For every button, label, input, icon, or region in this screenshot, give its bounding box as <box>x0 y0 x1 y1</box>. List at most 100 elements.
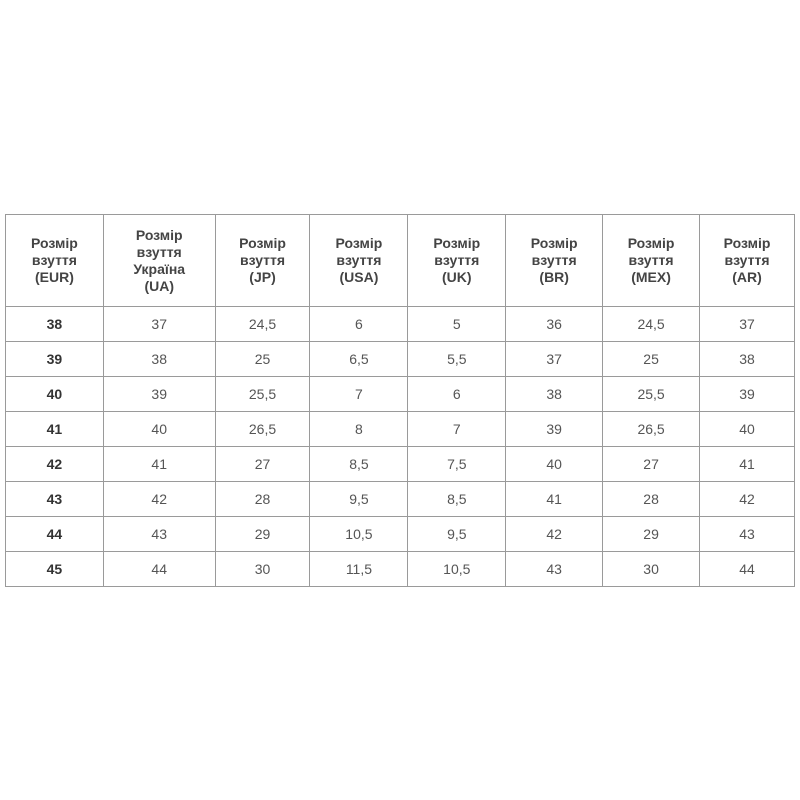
table-row: 44 43 29 10,5 9,5 42 29 43 <box>5 516 795 552</box>
table-cell: 9,5 <box>407 516 507 552</box>
column-header: Розмір взуття (MEX) <box>602 214 701 307</box>
column-header: Розмір взуття (UK) <box>407 214 507 307</box>
table-cell: 39 <box>699 376 795 412</box>
column-header-line: Розмір <box>335 235 383 251</box>
table-cell: 29 <box>214 516 311 552</box>
table-cell: 10,5 <box>407 551 507 587</box>
table-cell: 5 <box>407 306 507 342</box>
table-cell: 37 <box>505 341 604 377</box>
table-cell: 42 <box>5 446 104 482</box>
table-cell: 28 <box>214 481 311 517</box>
table-row: 40 39 25,5 7 6 38 25,5 39 <box>5 376 795 412</box>
table-cell: 9,5 <box>309 481 409 517</box>
column-header-line: (BR) <box>539 269 569 285</box>
table-cell: 38 <box>102 341 216 377</box>
table-cell: 11,5 <box>309 551 409 587</box>
shoe-size-table: Розмір взуття (EUR) Розмір взуття Україна (UA)… <box>5 214 795 587</box>
column-header: Розмір взуття (AR) <box>699 214 795 307</box>
table-cell: 25,5 <box>602 376 701 412</box>
table-cell: 44 <box>102 551 216 587</box>
table-cell: 41 <box>505 481 604 517</box>
column-header-line: (JP) <box>249 269 276 285</box>
table-cell: 6,5 <box>309 341 409 377</box>
column-header-line: взуття <box>628 252 674 268</box>
column-header-line: (AR) <box>732 269 762 285</box>
column-header-line: взуття <box>531 252 577 268</box>
column-header-line: взуття <box>336 252 382 268</box>
table-cell: 24,5 <box>214 306 311 342</box>
column-header-line: (UA) <box>144 277 174 294</box>
table-cell: 25 <box>214 341 311 377</box>
table-cell: 40 <box>699 411 795 447</box>
table-cell: 8 <box>309 411 409 447</box>
table-cell: 43 <box>5 481 104 517</box>
table-cell: 6 <box>407 376 507 412</box>
column-header: Розмір взуття Україна (UA) <box>102 214 216 307</box>
header-row: Розмір взуття (EUR) Розмір взуття Україна (UA)… <box>5 214 795 307</box>
table-cell: 39 <box>505 411 604 447</box>
table-cell: 42 <box>505 516 604 552</box>
column-header-line: взуття <box>724 252 770 268</box>
column-header-line: Розмір <box>433 235 481 251</box>
column-header-line: Розмір <box>31 235 78 251</box>
table-row: 38 37 24,5 6 5 36 24,5 37 <box>5 306 795 342</box>
column-header: Розмір взуття (EUR) <box>5 214 104 307</box>
table-cell: 29 <box>602 516 701 552</box>
table-cell: 27 <box>214 446 311 482</box>
column-header-line: Україна <box>133 260 186 277</box>
table-cell: 25,5 <box>214 376 311 412</box>
column-header-line: Розмір <box>530 235 578 251</box>
table-cell: 38 <box>699 341 795 377</box>
column-header: Розмір взуття (JP) <box>214 214 311 307</box>
table-cell: 30 <box>602 551 701 587</box>
column-header-line: Розмір <box>239 235 286 251</box>
table-cell: 39 <box>5 341 104 377</box>
column-header-line: (MEX) <box>631 269 671 285</box>
table-cell: 38 <box>5 306 104 342</box>
table-cell: 24,5 <box>602 306 701 342</box>
table-cell: 39 <box>102 376 216 412</box>
table-cell: 40 <box>505 446 604 482</box>
table-cell: 10,5 <box>309 516 409 552</box>
table-cell: 42 <box>699 481 795 517</box>
table-cell: 42 <box>102 481 216 517</box>
table-row: 41 40 26,5 8 7 39 26,5 40 <box>5 411 795 447</box>
table-row: 43 42 28 9,5 8,5 41 28 42 <box>5 481 795 517</box>
table-cell: 44 <box>5 516 104 552</box>
table-cell: 7 <box>407 411 507 447</box>
table-cell: 27 <box>602 446 701 482</box>
table-cell: 36 <box>505 306 604 342</box>
column-header-line: взуття <box>239 252 286 268</box>
column-header-line: (UK) <box>442 269 472 285</box>
column-header: Розмір взуття (BR) <box>505 214 604 307</box>
table-row: 39 38 25 6,5 5,5 37 25 38 <box>5 341 795 377</box>
table-cell: 5,5 <box>407 341 507 377</box>
table-cell: 6 <box>309 306 409 342</box>
table-cell: 7,5 <box>407 446 507 482</box>
table-cell: 38 <box>505 376 604 412</box>
column-header-line: взуття <box>31 252 77 268</box>
column-header-line: (USA) <box>339 269 379 285</box>
table-row: 42 41 27 8,5 7,5 40 27 41 <box>5 446 795 482</box>
column-header: Розмір взуття (USA) <box>309 214 409 307</box>
table-row: 45 44 30 11,5 10,5 43 30 44 <box>5 551 795 587</box>
table-cell: 44 <box>699 551 795 587</box>
table-cell: 7 <box>309 376 409 412</box>
column-header-line: Розмір <box>723 235 771 251</box>
table-cell: 37 <box>699 306 795 342</box>
table-cell: 41 <box>699 446 795 482</box>
table-cell: 30 <box>214 551 311 587</box>
column-header-line: взуття <box>136 243 182 260</box>
table-cell: 41 <box>5 411 104 447</box>
table-cell: 28 <box>602 481 701 517</box>
table-cell: 8,5 <box>309 446 409 482</box>
table-cell: 26,5 <box>214 411 311 447</box>
table-cell: 40 <box>102 411 216 447</box>
table-cell: 43 <box>699 516 795 552</box>
table-cell: 43 <box>102 516 216 552</box>
column-header-line: взуття <box>434 252 480 268</box>
table-cell: 8,5 <box>407 481 507 517</box>
table-cell: 25 <box>602 341 701 377</box>
column-header-line: Розмір <box>135 226 183 243</box>
column-header-line: (EUR) <box>34 269 74 285</box>
